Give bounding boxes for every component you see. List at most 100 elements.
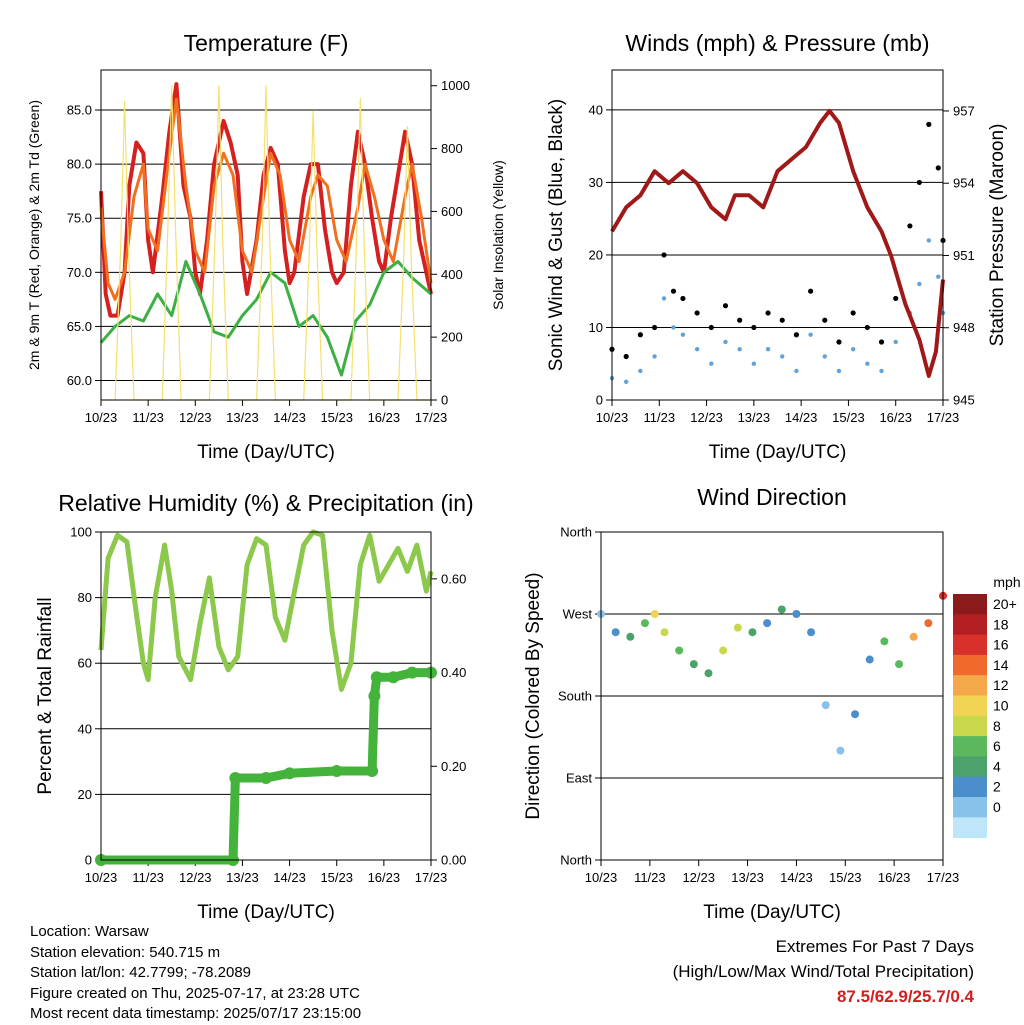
wind-point [694, 347, 700, 352]
humidity-xtick-label: 15/23 [320, 870, 353, 885]
humidity-xtick-label: 14/23 [273, 870, 306, 885]
info-timestamp: Most recent data timestamp: 2025/07/17 2… [30, 1005, 362, 1022]
humidity-y2tick-label: 0.20 [441, 759, 466, 774]
temperature-xtick-label: 14/23 [273, 410, 306, 425]
gust-point [765, 310, 771, 316]
precip-line [96, 668, 436, 865]
wind-point [709, 361, 714, 366]
info-location: Location: Warsaw [30, 923, 149, 940]
wind_direction-xtick-label: 11/23 [634, 870, 666, 885]
wind_direction-xtick-label: 16/23 [878, 870, 911, 885]
speed-legend-swatch [953, 797, 987, 818]
speed-legend-swatch [953, 756, 987, 778]
humidity-ytick-label: 60 [78, 656, 92, 671]
speed-legend-label: 0 [993, 799, 1001, 815]
winds-ytick-label: 40 [589, 102, 603, 117]
gust-point [935, 165, 941, 171]
winds-y2tick-label: 945 [953, 393, 975, 408]
gust-point [637, 332, 643, 338]
winds-xtick-label: 14/23 [785, 410, 818, 425]
winds-xlabel: Time (Day/UTC) [709, 442, 847, 463]
winds-y2tick-label: 957 [953, 103, 975, 118]
wind_direction-xtick-label: 14/23 [780, 870, 813, 885]
winds-ylabel-right: Station Pressure (Maroon) [987, 124, 1008, 347]
gust-point [623, 353, 629, 360]
wind_direction-ytick-label: North [560, 525, 592, 540]
direction-point [895, 660, 904, 669]
direction-point [611, 628, 620, 637]
speed-legend-label: 14 [993, 657, 1009, 673]
temperature-ytick-label: 60.0 [67, 373, 92, 388]
speed-legend-label: 10 [993, 698, 1009, 714]
wind_direction-ytick-label: East [566, 771, 592, 786]
direction-point [807, 628, 816, 637]
gust-point [836, 339, 842, 345]
precip-point [406, 666, 419, 679]
humidity-title: Relative Humidity (%) & Precipitation (i… [58, 490, 473, 516]
direction-point [777, 605, 786, 614]
speed-legend-label: 20+ [993, 596, 1017, 612]
direction-point [748, 628, 757, 637]
gust-point [850, 310, 856, 316]
direction-point [880, 637, 889, 646]
wind_direction-frame [600, 531, 944, 861]
temperature-title: Temperature (F) [184, 30, 349, 56]
temperature-ytick-label: 65.0 [67, 319, 92, 334]
precip-point [260, 772, 272, 784]
station-info: Location: Warsaw Station elevation: 540.… [30, 922, 361, 1025]
wind-point [926, 238, 932, 243]
wind-point [638, 368, 643, 374]
winds-xtick-label: 13/23 [738, 410, 771, 425]
gust-point [907, 223, 913, 229]
temperature-xlabel: Time (Day/UTC) [197, 442, 335, 463]
direction-point [909, 632, 918, 641]
humidity-frame [100, 531, 432, 861]
wind-point [652, 354, 657, 359]
speed-legend-swatch [953, 614, 987, 636]
speed-legend-label: 18 [993, 616, 1009, 632]
temperature-ytick-label: 75.0 [67, 211, 92, 226]
winds-ylabel: Sonic Wind & Gust (Blue, Black) [546, 99, 567, 371]
wind_direction-ylabel: Direction (Colored By Speed) [523, 572, 544, 819]
direction-point [719, 646, 728, 655]
gust-point [694, 310, 700, 316]
pressure-line [610, 108, 945, 378]
extremes-box: Extremes For Past 7 Days (High/Low/Max W… [673, 934, 974, 1009]
gust-point [680, 295, 686, 302]
winds-xtick-label: 11/23 [643, 410, 675, 425]
wind-point [680, 332, 686, 337]
wind-point [893, 339, 898, 345]
gust-point [893, 295, 899, 302]
temperature-frame [100, 69, 432, 401]
temperature-xtick-label: 13/23 [226, 410, 259, 425]
speed-legend-label: 2 [993, 779, 1001, 795]
winds-xtick-label: 17/23 [927, 410, 960, 425]
wind-point [879, 368, 884, 374]
gust-point [916, 179, 922, 186]
speed-legend-swatch [953, 736, 987, 757]
winds-title: Winds (mph) & Pressure (mb) [625, 30, 929, 56]
temperature-ylabel-right: Solar Insolation (Yellow) [490, 160, 506, 310]
wind_direction-xtick-label: 10/23 [585, 870, 618, 885]
wind_direction-ytick-label: North [560, 853, 592, 868]
winds-y2tick-label: 948 [953, 320, 975, 335]
temperature-y2tick-label: 600 [441, 204, 463, 219]
winds-xtick-label: 10/23 [596, 410, 629, 425]
direction-point [763, 619, 772, 628]
gust-point [737, 317, 743, 323]
direction-point [792, 610, 801, 618]
info-elevation: Station elevation: 540.715 m [30, 943, 221, 961]
gust-point [708, 324, 714, 331]
direction-point [689, 660, 698, 669]
temperature-ytick-label: 80.0 [67, 157, 92, 172]
speed-legend-title: mph [993, 574, 1020, 590]
humidity-ytick-label: 100 [70, 525, 92, 540]
humidity-xtick-label: 10/23 [85, 870, 118, 885]
gust-point [808, 288, 814, 294]
temperature-xtick-label: 11/23 [132, 410, 164, 425]
direction-point [821, 701, 830, 710]
direction-point [626, 632, 635, 641]
temperature-xtick-label: 16/23 [368, 410, 401, 425]
humidity-xtick-label: 12/23 [179, 870, 212, 885]
winds-ytick-label: 0 [596, 393, 603, 408]
